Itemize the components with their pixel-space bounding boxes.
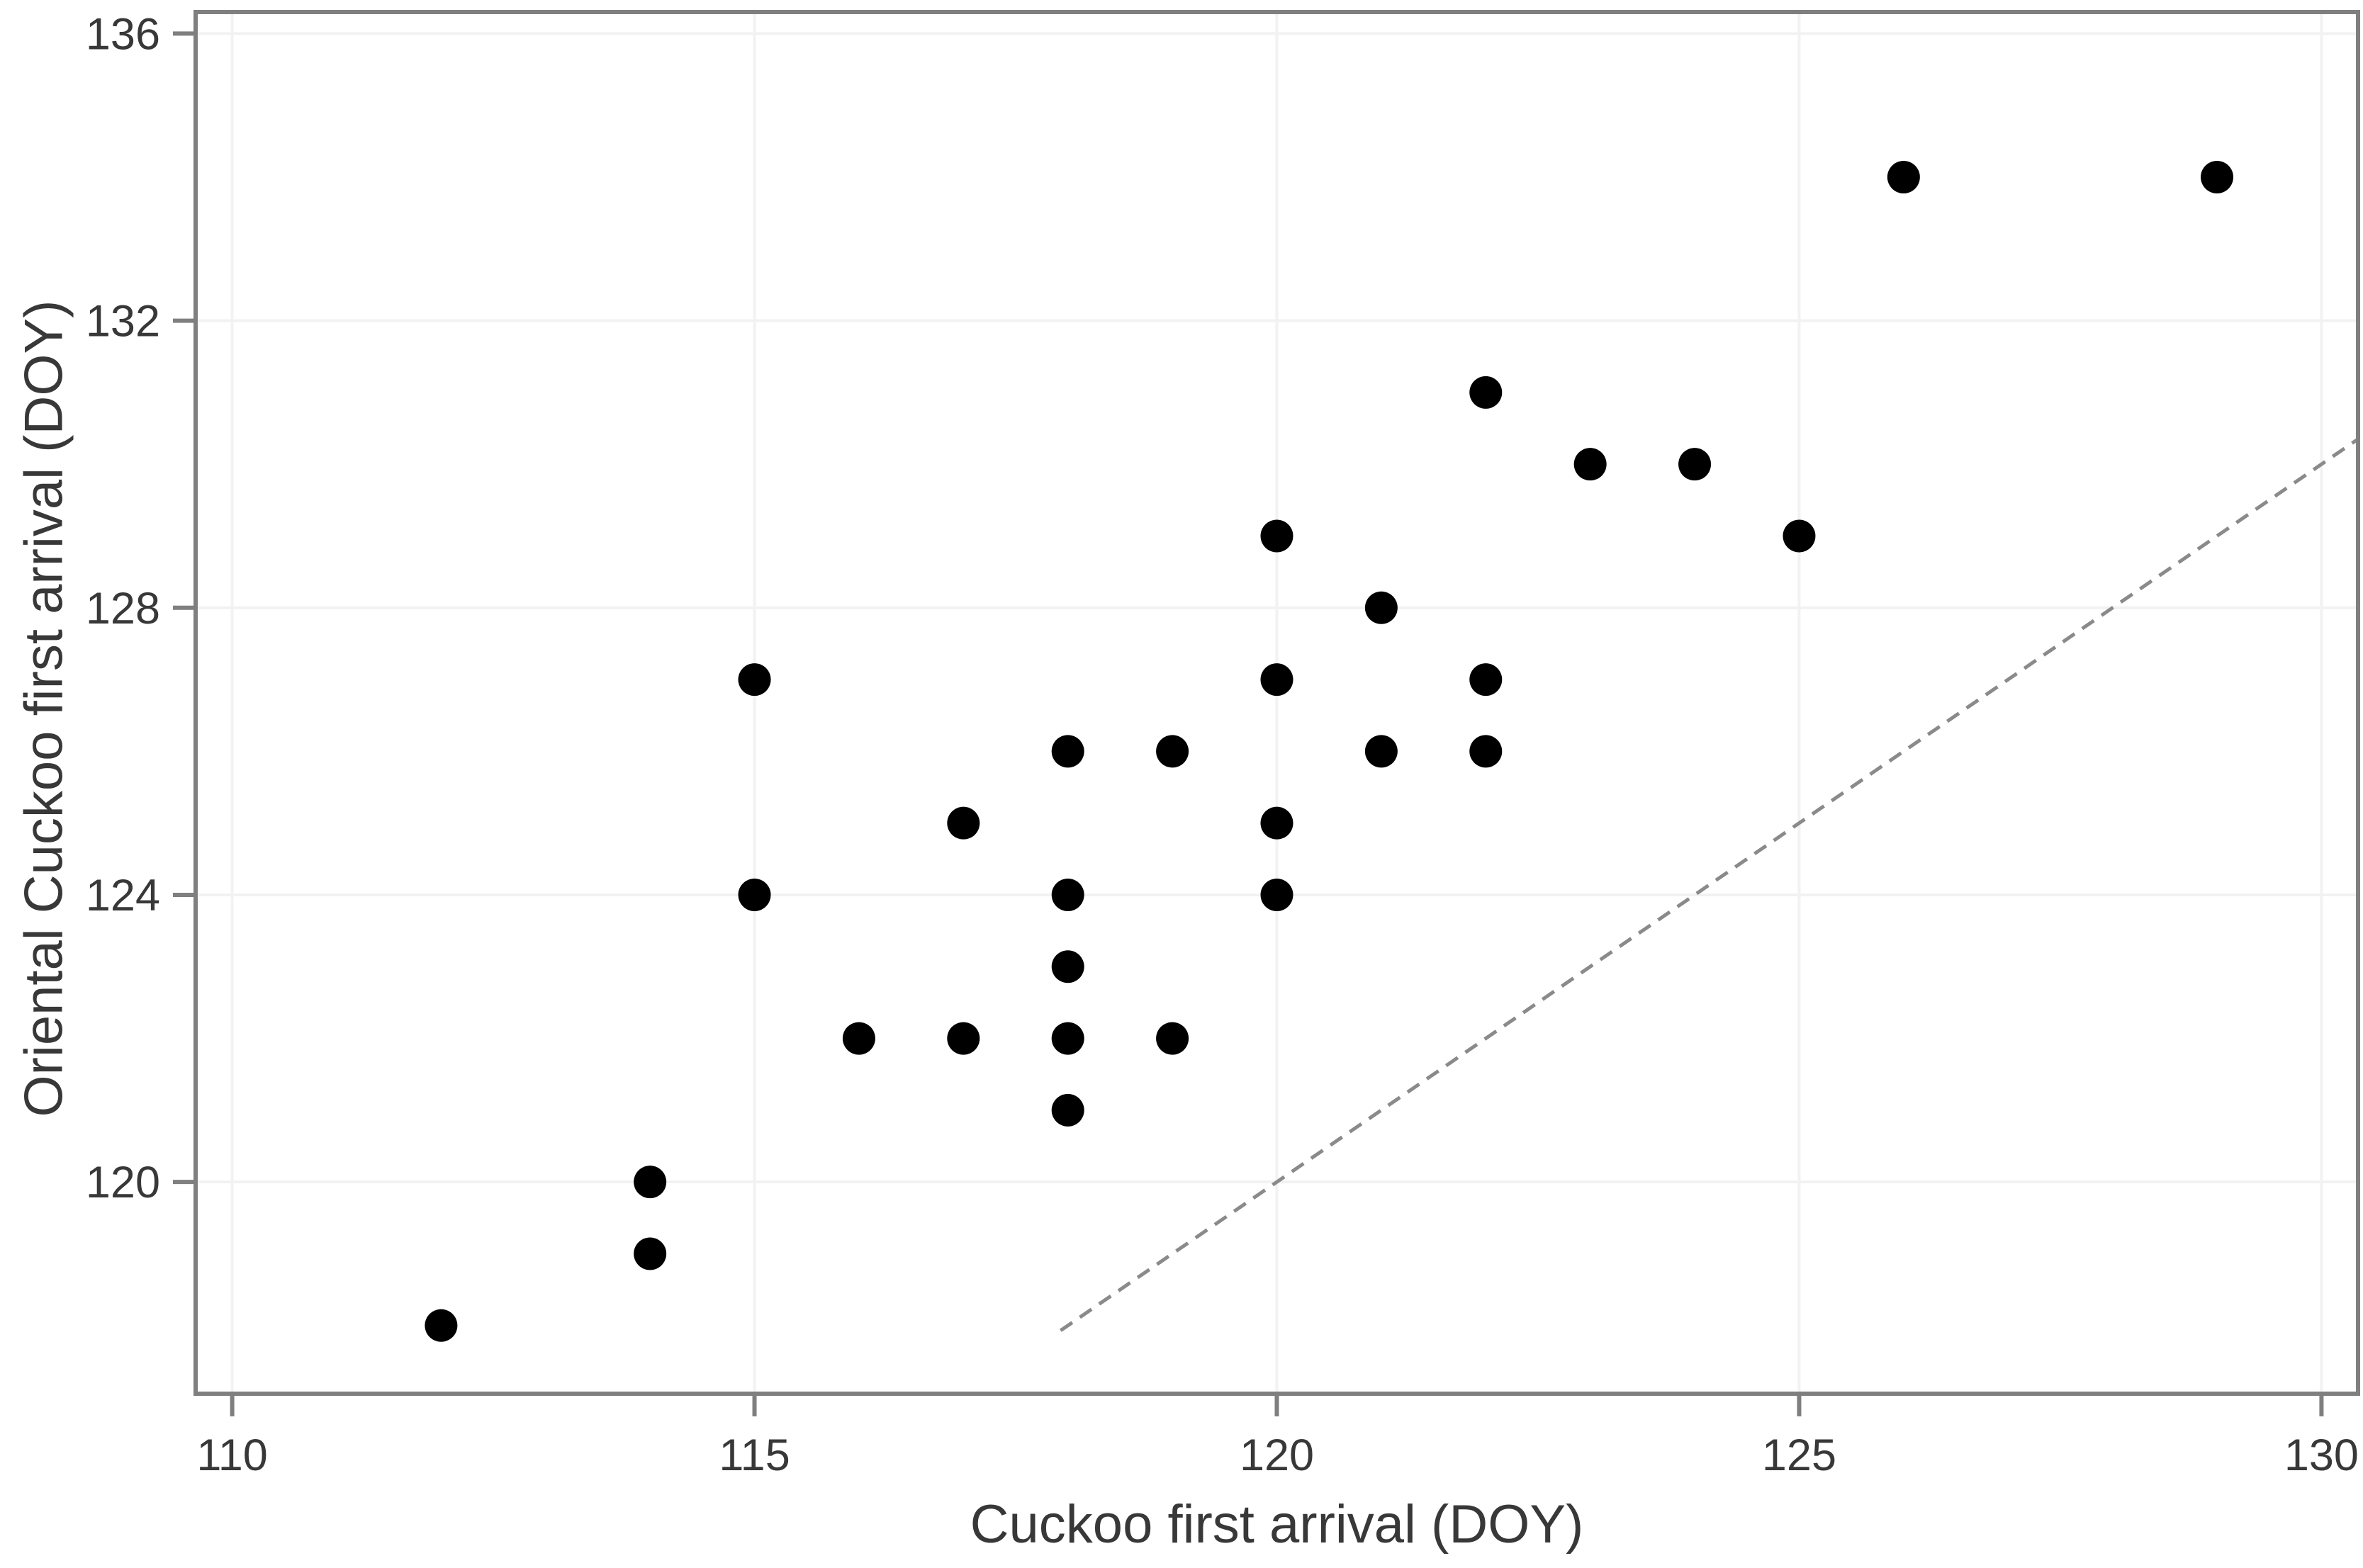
x-tick-label: 130 (2284, 1431, 2359, 1480)
x-tick-label: 120 (1240, 1431, 1314, 1480)
data-point (1783, 519, 1816, 553)
data-point (738, 878, 771, 911)
y-tick-label: 124 (86, 871, 160, 920)
data-point (1469, 663, 1503, 696)
data-point (1573, 448, 1607, 481)
data-point (1051, 1022, 1084, 1055)
data-point (738, 663, 771, 696)
y-tick-label: 128 (86, 584, 160, 633)
data-point (1469, 376, 1503, 409)
data-point (1051, 878, 1084, 911)
identity-dashed-line (1059, 437, 2359, 1332)
data-point (1260, 806, 1293, 840)
data-point (1051, 1093, 1084, 1127)
data-point (1051, 735, 1084, 768)
data-point (1364, 735, 1398, 768)
data-point (634, 1237, 667, 1270)
data-point (1887, 160, 1920, 193)
x-axis-title: Cuckoo first arrival (DOY) (970, 1494, 1584, 1555)
x-tick-label: 115 (719, 1431, 790, 1480)
data-point (842, 1022, 875, 1055)
data-point (947, 806, 980, 840)
data-point (947, 1022, 980, 1055)
plot-border (193, 10, 2360, 1396)
data-point (1469, 735, 1503, 768)
data-point (1051, 950, 1084, 983)
x-tick-label: 110 (196, 1431, 267, 1480)
data-point (1260, 663, 1293, 696)
y-tick-label: 120 (86, 1158, 160, 1207)
y-tick-label: 136 (86, 9, 160, 59)
data-point (2201, 160, 2234, 193)
data-point (425, 1309, 458, 1342)
x-tick-label: 125 (1762, 1431, 1836, 1480)
y-axis-title: Oriental Cuckoo first arrival (DOY) (13, 300, 74, 1117)
data-point (1260, 519, 1293, 553)
data-point (1156, 735, 1189, 768)
data-point (1260, 878, 1293, 911)
data-point (1156, 1022, 1189, 1055)
data-point (1364, 591, 1398, 624)
data-point (1678, 448, 1712, 481)
data-point (634, 1166, 667, 1199)
y-tick-label: 132 (86, 297, 160, 346)
